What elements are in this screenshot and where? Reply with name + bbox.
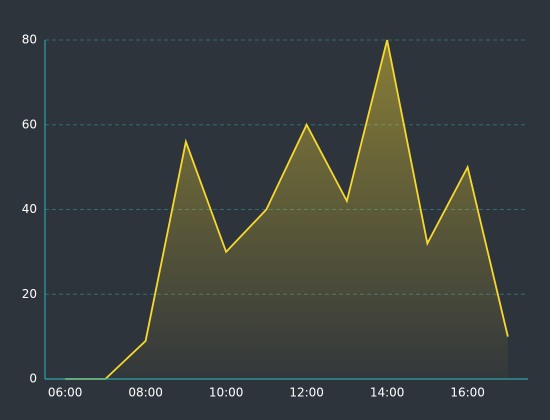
y-tick-label: 60 [22,117,37,131]
y-tick-label: 0 [29,372,37,386]
x-tick-label: 08:00 [128,386,163,400]
x-tick-label: 16:00 [450,386,485,400]
x-tick-label: 06:00 [48,386,83,400]
y-tick-label: 40 [22,202,37,216]
x-tick-label: 10:00 [209,386,244,400]
y-tick-label: 80 [22,33,37,47]
area [65,40,508,379]
y-tick-label: 20 [22,287,37,301]
line [65,39,509,380]
x-tick-label: 12:00 [289,386,324,400]
x-tick-label: 14:00 [370,386,405,400]
